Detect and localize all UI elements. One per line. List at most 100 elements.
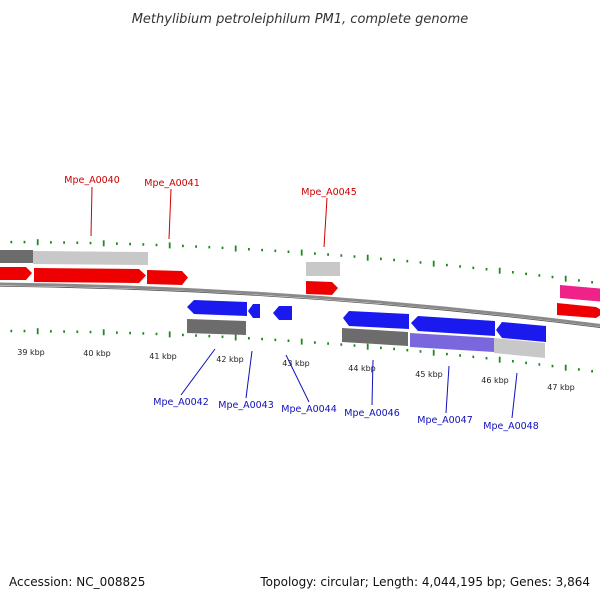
minor-tick xyxy=(512,271,514,274)
label-leader xyxy=(371,359,374,406)
minor-tick xyxy=(195,334,197,337)
gene-label-mpe-a0048[interactable]: Mpe_A0048 xyxy=(483,421,539,432)
feature-bar-dark xyxy=(342,328,408,346)
genome-stats-text: Topology: circular; Length: 4,044,195 bp… xyxy=(259,575,590,589)
minor-tick xyxy=(419,261,422,264)
minor-tick xyxy=(155,332,158,336)
gene-arrow-mpe-a0047[interactable] xyxy=(411,316,495,336)
minor-tick xyxy=(393,258,395,262)
kbp-label: 45 kbp xyxy=(415,370,443,379)
minor-tick xyxy=(591,281,593,284)
major-tick xyxy=(366,254,369,261)
minor-tick xyxy=(327,253,329,256)
label-leader xyxy=(90,186,93,237)
minor-tick xyxy=(10,240,13,244)
gene-arrow-mpe-a0046[interactable] xyxy=(343,311,409,329)
minor-tick xyxy=(578,279,580,282)
gene-arrow-pink[interactable] xyxy=(560,285,600,302)
major-tick xyxy=(564,364,567,371)
kbp-label: 47 kbp xyxy=(547,383,575,392)
minor-tick xyxy=(182,333,184,337)
minor-tick xyxy=(274,249,277,253)
gene-arrow-mpe-a0044[interactable] xyxy=(273,306,292,320)
minor-tick xyxy=(327,342,329,345)
gene-label-mpe-a0040[interactable]: Mpe_A0040 xyxy=(64,175,120,186)
minor-tick xyxy=(314,252,316,255)
minor-tick xyxy=(89,330,92,334)
major-tick xyxy=(366,343,369,350)
gene-arrow-mpe-a0043[interactable] xyxy=(248,304,260,318)
kbp-label: 41 kbp xyxy=(149,352,177,361)
minor-tick xyxy=(50,330,52,333)
minor-tick xyxy=(353,344,356,347)
accession-text: Accession: NC_008825 xyxy=(9,575,145,589)
major-tick xyxy=(432,349,435,356)
minor-tick xyxy=(578,368,580,371)
genome-title: Methylibium petroleiphilum PM1, complete… xyxy=(132,12,469,27)
minor-tick xyxy=(142,243,145,246)
reverse-gene-labels: Mpe_A0042 Mpe_A0043 Mpe_A0044 Mpe_A0046 … xyxy=(153,348,539,432)
minor-tick xyxy=(340,343,343,346)
minor-tick xyxy=(182,244,184,248)
major-tick xyxy=(102,240,105,247)
major-tick xyxy=(498,356,501,363)
feature-bar-light xyxy=(494,338,545,358)
minor-tick xyxy=(419,350,422,353)
minor-tick xyxy=(591,370,593,373)
feature-bar-lavender xyxy=(410,333,494,352)
label-leader xyxy=(323,197,328,248)
minor-tick xyxy=(406,259,409,263)
kbp-label: 46 kbp xyxy=(481,376,509,385)
minor-tick xyxy=(116,331,118,334)
minor-tick xyxy=(551,364,554,368)
gene-label-mpe-a0047[interactable]: Mpe_A0047 xyxy=(417,415,473,426)
minor-tick xyxy=(406,348,409,352)
label-leader xyxy=(180,348,216,396)
gene-label-mpe-a0043[interactable]: Mpe_A0043 xyxy=(218,400,274,411)
gene-label-mpe-a0044[interactable]: Mpe_A0044 xyxy=(281,404,337,415)
label-leader xyxy=(168,188,172,240)
minor-tick xyxy=(380,257,382,261)
major-tick xyxy=(300,338,303,345)
gene-arrow-forward-edge[interactable] xyxy=(557,303,600,318)
minor-tick xyxy=(380,346,382,350)
gene-arrow-mpe-a0048[interactable] xyxy=(496,322,546,342)
major-tick xyxy=(102,329,105,336)
minor-tick xyxy=(340,254,343,257)
minor-tick xyxy=(142,332,145,335)
gene-arrow-forward[interactable] xyxy=(0,267,32,280)
major-tick xyxy=(234,245,237,252)
minor-tick xyxy=(353,255,356,258)
genome-backbone xyxy=(0,282,600,327)
minor-tick xyxy=(525,361,527,365)
kbp-label: 42 kbp xyxy=(216,355,244,364)
minor-tick xyxy=(195,245,197,248)
lower-tick-track xyxy=(10,328,593,373)
gene-label-mpe-a0041[interactable]: Mpe_A0041 xyxy=(144,178,200,189)
label-leader xyxy=(445,365,450,414)
gene-label-mpe-a0046[interactable]: Mpe_A0046 xyxy=(344,408,400,419)
feature-bar-dark xyxy=(187,319,246,335)
minor-tick xyxy=(116,242,118,245)
reverse-gene-track xyxy=(187,300,546,358)
minor-tick xyxy=(76,241,79,244)
minor-tick xyxy=(314,341,316,344)
minor-tick xyxy=(248,248,250,251)
minor-tick xyxy=(129,331,131,335)
gene-arrow-mpe-a0041[interactable] xyxy=(147,270,188,285)
gene-arrow-mpe-a0045[interactable] xyxy=(306,281,338,295)
minor-tick xyxy=(261,248,263,252)
minor-tick xyxy=(459,354,461,357)
minor-tick xyxy=(446,352,448,356)
forward-gene-labels: Mpe_A0040 Mpe_A0041 Mpe_A0045 xyxy=(64,175,357,248)
gene-arrow-mpe-a0042[interactable] xyxy=(187,300,247,316)
minor-tick xyxy=(50,241,52,244)
genome-backbone-shadow xyxy=(0,285,600,328)
gene-arrow-mpe-a0040[interactable] xyxy=(34,268,146,283)
minor-tick xyxy=(287,250,290,253)
minor-tick xyxy=(63,330,65,333)
minor-tick xyxy=(485,357,488,360)
gene-label-mpe-a0042[interactable]: Mpe_A0042 xyxy=(153,397,209,408)
major-tick xyxy=(564,275,567,282)
gene-label-mpe-a0045[interactable]: Mpe_A0045 xyxy=(301,187,357,198)
